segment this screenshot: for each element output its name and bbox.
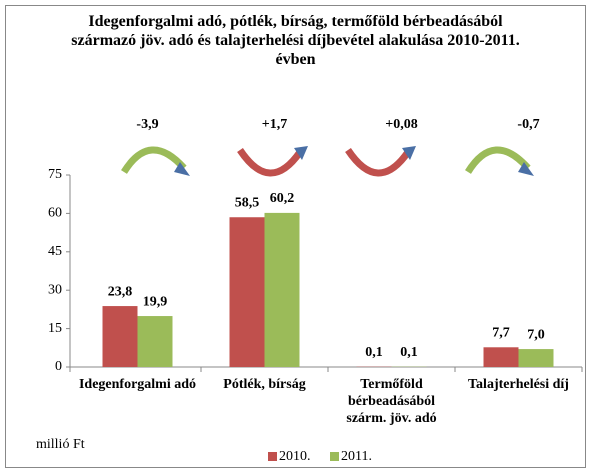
x-tick-label: Talajterhelési díj xyxy=(468,377,569,392)
bar xyxy=(229,217,265,367)
value-label: 60,2 xyxy=(270,191,295,206)
y-tick-label: 75 xyxy=(48,167,62,182)
annotation: +0,08 xyxy=(385,117,417,132)
value-label: 0,1 xyxy=(365,345,383,360)
y-label: millió Ft xyxy=(36,437,85,452)
arrowhead xyxy=(518,162,534,176)
arrow xyxy=(121,146,187,174)
annotation: -3,9 xyxy=(136,117,158,132)
legend-label: 2011. xyxy=(341,449,372,464)
value-label: 7,7 xyxy=(492,326,510,341)
y-tick-label: 60 xyxy=(48,206,62,221)
bar xyxy=(137,316,173,367)
legend-swatch xyxy=(330,452,339,461)
y-tick-label: 15 xyxy=(48,321,62,336)
x-tick-label: Idegenforgalmi adó xyxy=(78,377,197,392)
arrow xyxy=(465,146,531,174)
y-tick-label: 45 xyxy=(48,244,62,259)
annotation: -0,7 xyxy=(517,117,539,132)
value-label: 19,9 xyxy=(143,294,168,309)
arrowhead xyxy=(402,146,416,160)
x-tick-label: Termőföld bérbeadásából szárm. jöv. adó xyxy=(346,377,437,426)
legend-label: 2010. xyxy=(279,449,311,464)
bar xyxy=(264,212,300,367)
value-label: 0,1 xyxy=(400,345,418,360)
y-tick-label: 30 xyxy=(48,282,62,297)
bar xyxy=(102,306,138,367)
arrowhead xyxy=(294,146,308,160)
bar xyxy=(518,349,554,367)
arrows xyxy=(121,146,534,177)
annotation: +1,7 xyxy=(262,117,287,132)
chart-title: Idegenforgalmi adó, pótlék, bírság, term… xyxy=(71,13,520,68)
value-label: 23,8 xyxy=(108,284,133,299)
arrow xyxy=(237,148,303,177)
value-label: 58,5 xyxy=(235,195,260,210)
x-tick-label: Pótlék, bírság xyxy=(223,377,306,392)
legend-swatch xyxy=(268,452,277,461)
arrowhead xyxy=(174,162,190,176)
bar xyxy=(483,347,519,367)
value-label: 7,0 xyxy=(527,327,545,342)
y-tick-label: 0 xyxy=(55,359,62,374)
arrow xyxy=(345,148,411,177)
